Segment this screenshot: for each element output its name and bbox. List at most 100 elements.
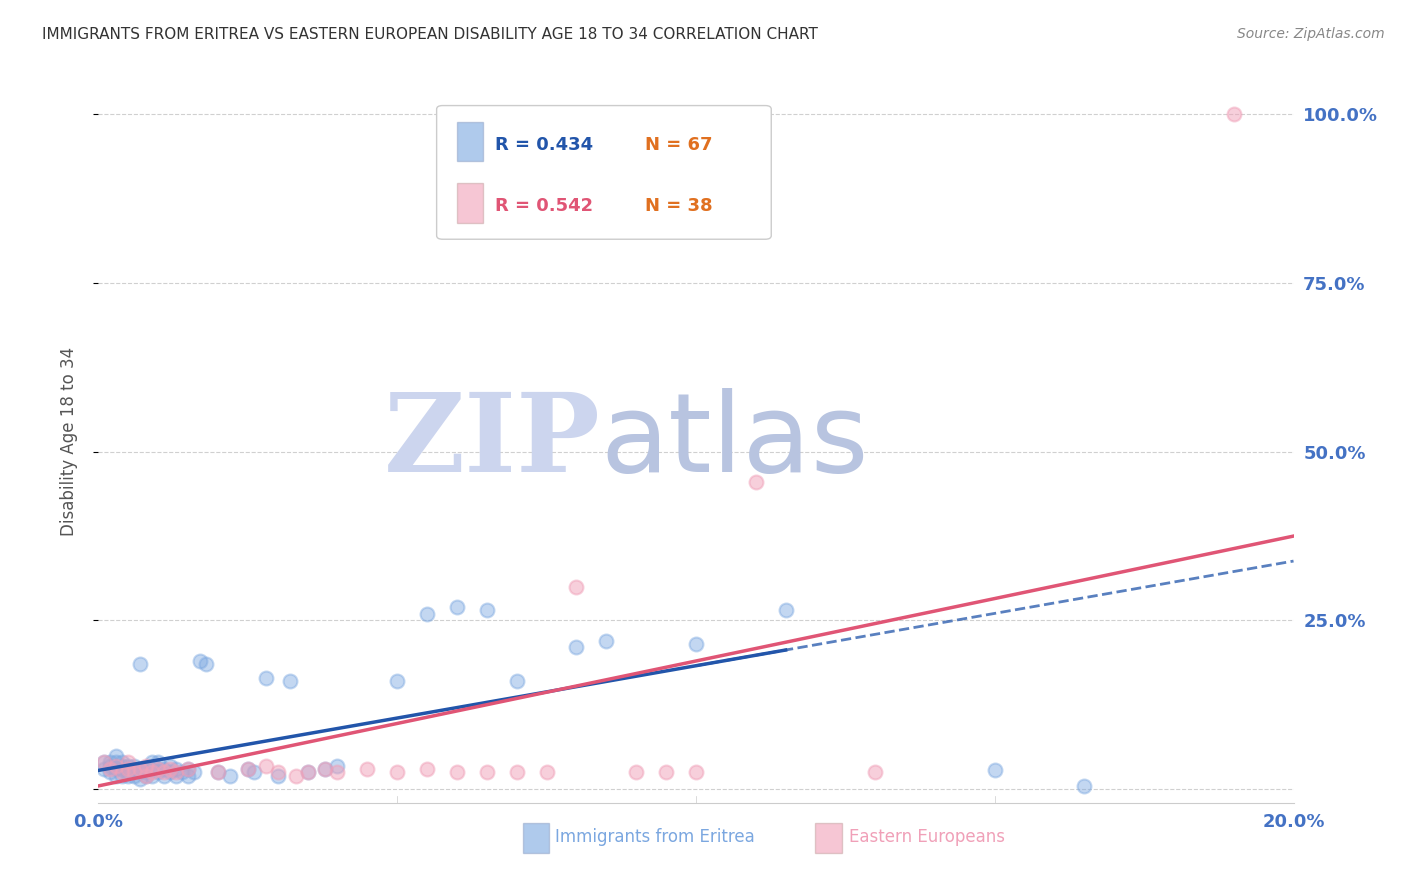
Point (98, 756, 122, 770)
Point (141, 762, 163, 776)
Point (506, 674, 529, 689)
Point (326, 765, 349, 780)
Point (254, 758, 277, 772)
Point (177, 762, 200, 776)
Point (745, 475, 768, 489)
Point (297, 765, 319, 780)
Point (219, 769, 242, 783)
Point (565, 580, 588, 594)
Point (135, 769, 157, 783)
Point (93, 756, 115, 770)
Point (243, 765, 266, 780)
Point (984, 764, 1007, 778)
Point (117, 769, 139, 783)
Text: Eastern Europeans: Eastern Europeans (849, 829, 1005, 847)
Point (775, 603, 797, 617)
Text: R = 0.434: R = 0.434 (495, 136, 593, 153)
Point (565, 640, 588, 655)
Point (117, 762, 139, 776)
Point (207, 765, 229, 780)
Text: R = 0.542: R = 0.542 (495, 197, 593, 215)
Point (117, 765, 139, 780)
Text: ZIP: ZIP (384, 388, 600, 495)
Point (111, 769, 134, 783)
Point (153, 762, 176, 776)
Point (148, 765, 170, 780)
Point (207, 765, 229, 780)
Point (475, 603, 498, 617)
Point (385, 765, 409, 780)
Point (446, 765, 468, 780)
Point (595, 633, 617, 648)
Point (195, 657, 218, 672)
Point (506, 765, 529, 780)
Point (172, 765, 194, 780)
Point (148, 762, 170, 776)
Point (278, 674, 301, 689)
Text: Immigrants from Eritrea: Immigrants from Eritrea (555, 829, 755, 847)
Point (165, 762, 187, 776)
Point (111, 762, 134, 776)
Point (117, 756, 139, 770)
Point (105, 762, 128, 776)
Point (475, 765, 498, 780)
Point (124, 762, 146, 776)
Point (254, 671, 277, 685)
Point (236, 762, 259, 776)
Point (105, 758, 128, 772)
Point (315, 762, 337, 776)
Point (1223, 107, 1246, 121)
FancyBboxPatch shape (437, 105, 772, 239)
Bar (523, 823, 548, 854)
Point (124, 765, 146, 780)
Point (183, 765, 205, 780)
Point (93, 756, 115, 770)
Text: N = 38: N = 38 (644, 197, 713, 215)
Point (685, 637, 707, 651)
Point (111, 758, 134, 772)
Point (135, 769, 157, 783)
Point (129, 762, 152, 776)
Point (267, 769, 290, 783)
Point (117, 758, 139, 772)
Point (177, 762, 200, 776)
Point (416, 607, 439, 621)
Point (385, 674, 409, 689)
Point (141, 756, 163, 770)
Point (141, 765, 163, 780)
Point (655, 765, 678, 780)
Point (865, 765, 887, 780)
Point (315, 762, 337, 776)
Text: Source: ZipAtlas.com: Source: ZipAtlas.com (1237, 27, 1385, 41)
Point (105, 748, 128, 763)
Point (188, 654, 211, 668)
Point (141, 769, 163, 783)
Bar (815, 823, 842, 854)
Point (129, 762, 152, 776)
Point (236, 762, 259, 776)
Point (356, 762, 378, 776)
Point (159, 758, 181, 772)
Point (93, 762, 115, 776)
Point (129, 772, 152, 787)
Point (124, 769, 146, 783)
Point (135, 758, 157, 772)
Point (536, 765, 558, 780)
Point (153, 765, 176, 780)
Point (98, 765, 122, 780)
Point (297, 765, 319, 780)
Y-axis label: Disability Age 18 to 34: Disability Age 18 to 34 (59, 347, 77, 536)
Point (416, 762, 439, 776)
Point (111, 756, 134, 770)
Point (148, 756, 170, 770)
Point (159, 762, 181, 776)
Point (129, 765, 152, 780)
Text: IMMIGRANTS FROM ERITREA VS EASTERN EUROPEAN DISABILITY AGE 18 TO 34 CORRELATION : IMMIGRANTS FROM ERITREA VS EASTERN EUROP… (42, 27, 818, 42)
Point (446, 599, 468, 614)
Point (159, 765, 181, 780)
Point (124, 758, 146, 772)
Point (685, 765, 707, 780)
Point (177, 769, 200, 783)
Point (135, 765, 157, 780)
Point (284, 769, 307, 783)
